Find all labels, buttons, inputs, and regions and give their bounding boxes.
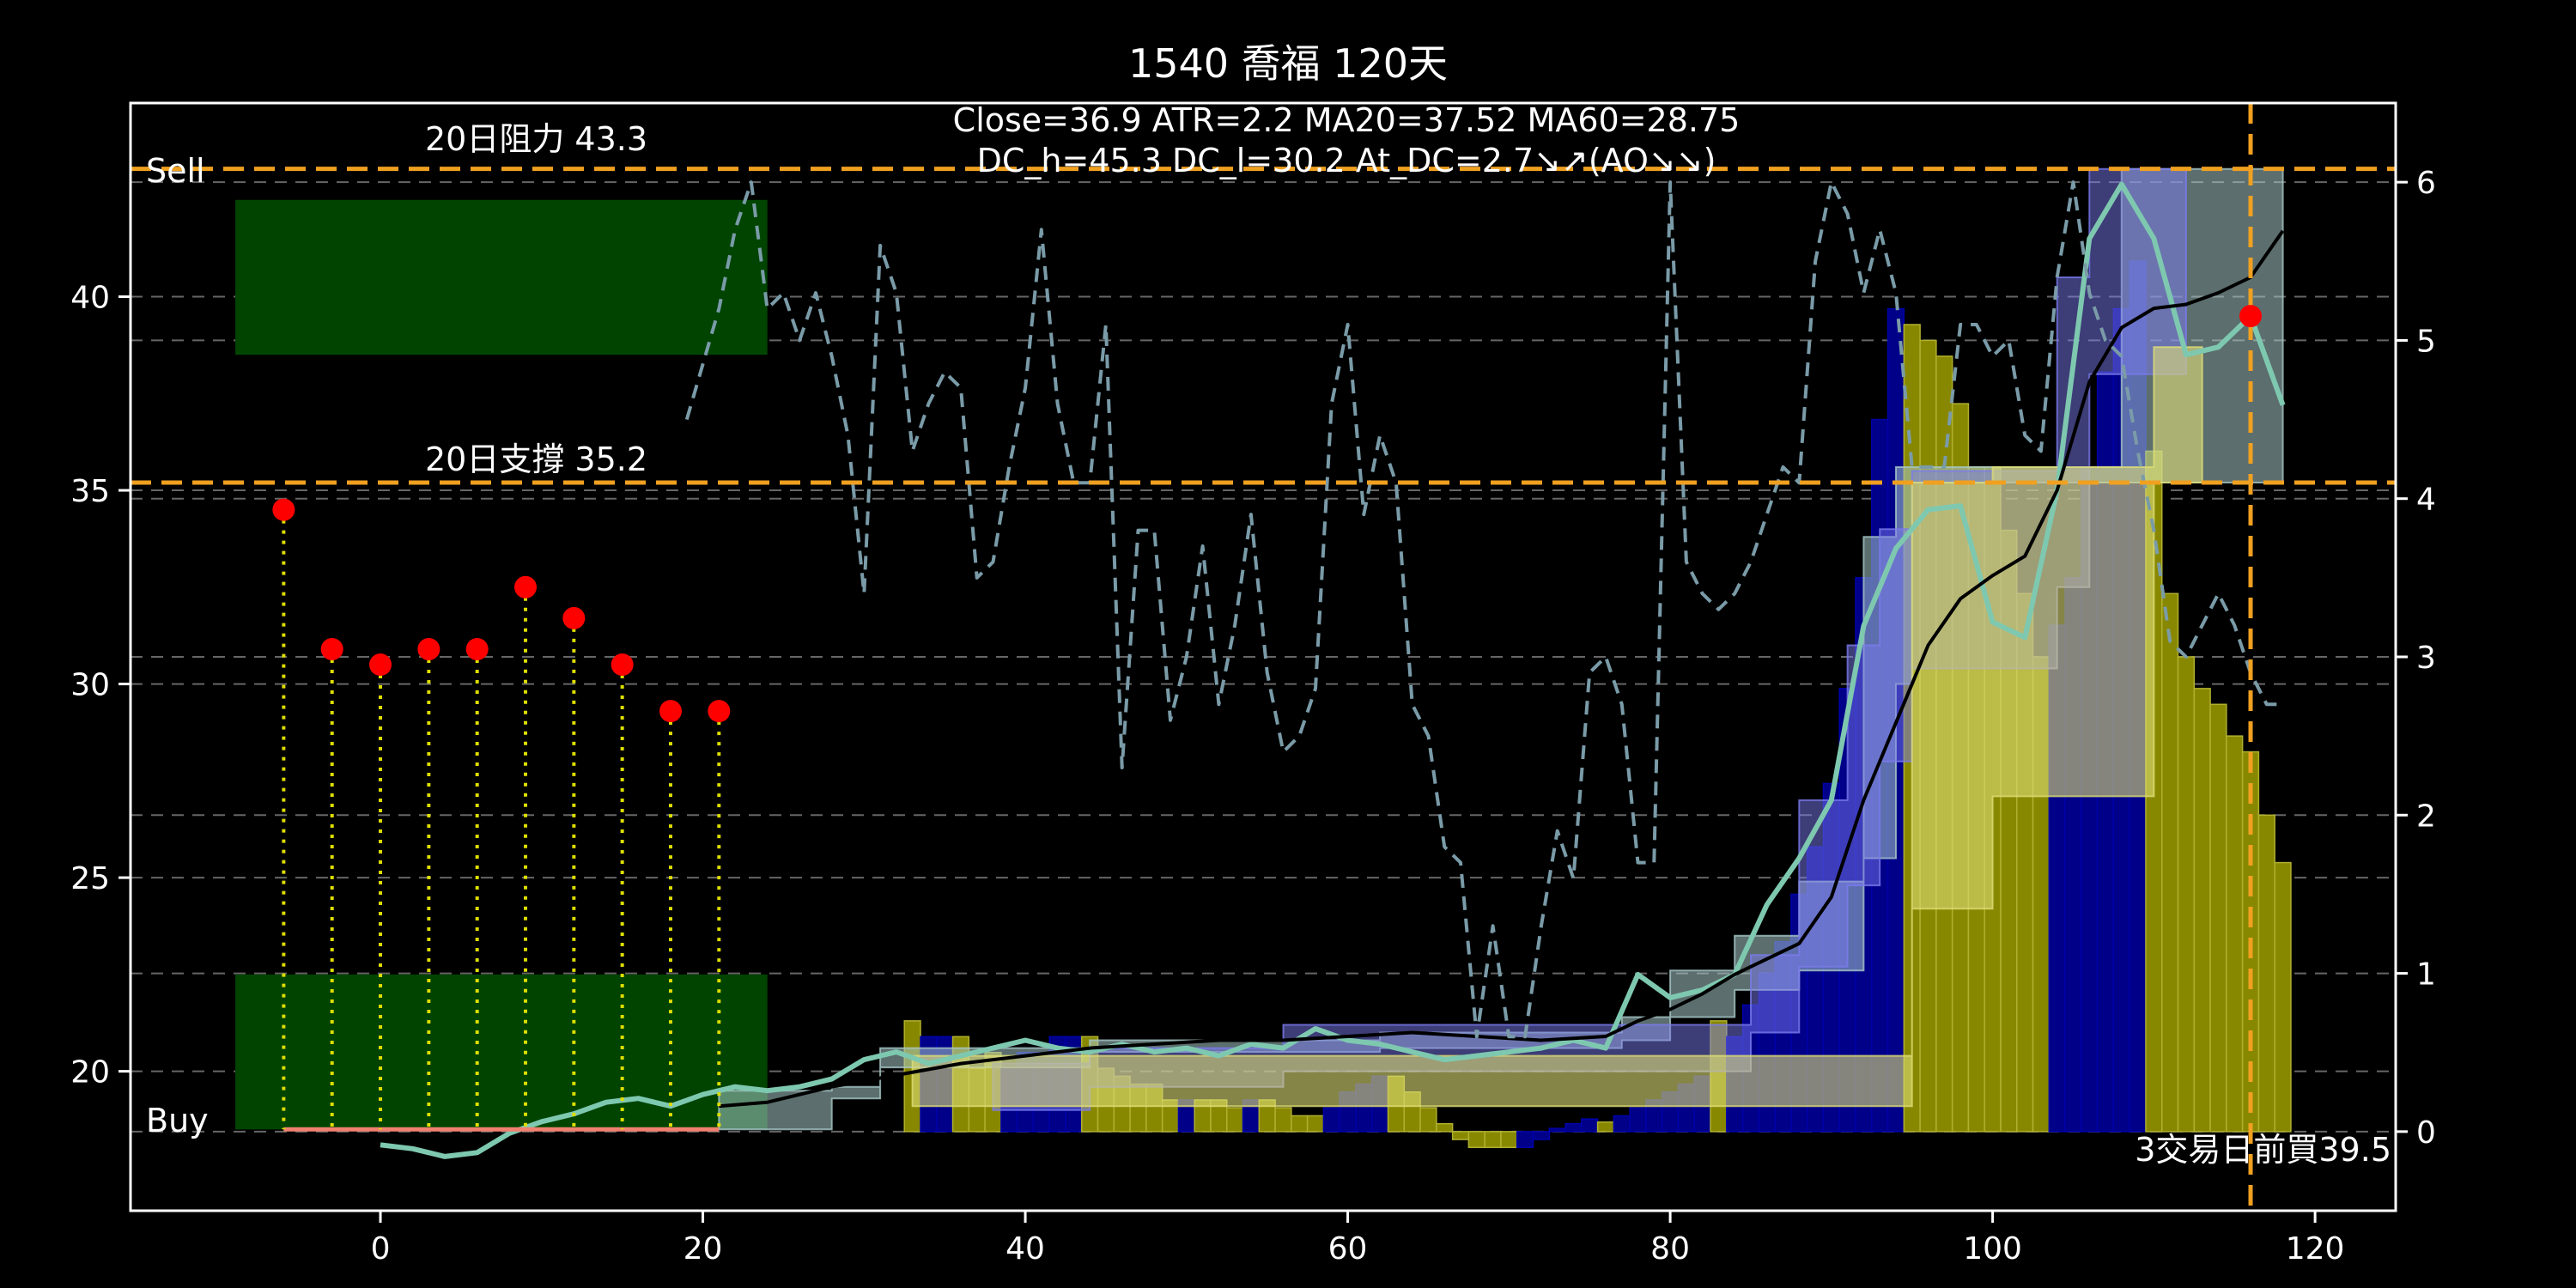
hist-bar — [1516, 1131, 1534, 1149]
hist-bar — [2209, 703, 2227, 1133]
support-label: 20日支撐 35.2 — [425, 440, 647, 478]
x-tick-label: 40 — [1005, 1231, 1045, 1267]
hist-bar — [1548, 1127, 1566, 1133]
series — [380, 180, 2286, 1159]
red-point — [417, 637, 440, 660]
resistance-label: 20日阻力 43.3 — [425, 120, 647, 158]
y-right-tick-label: 6 — [2416, 166, 2436, 201]
hist-bar — [1500, 1131, 1518, 1149]
red-point — [369, 653, 392, 677]
red-point — [611, 653, 634, 677]
hist-bar — [1436, 1122, 1454, 1133]
hist-bar — [1419, 1107, 1437, 1133]
buy-note: 3交易日前買39.5 — [2135, 1131, 2391, 1169]
y-left-tick-label: 25 — [70, 861, 110, 896]
buy-zone — [235, 974, 768, 1130]
hist-bar — [1629, 1107, 1647, 1133]
y-left-tick-label: 30 — [70, 668, 110, 703]
levels — [131, 103, 2396, 1211]
hist-bar — [1306, 1115, 1325, 1133]
hist-bar — [1581, 1118, 1599, 1133]
x-tick-label: 60 — [1328, 1231, 1368, 1267]
red-point — [659, 700, 682, 723]
hist-bar — [1226, 1107, 1244, 1133]
x-tick-label: 20 — [683, 1231, 723, 1267]
hist-bar — [2193, 688, 2211, 1133]
y-right-tick-label: 2 — [2416, 799, 2436, 834]
hist-bar — [1564, 1122, 1583, 1133]
y-left-tick-label: 20 — [70, 1055, 110, 1091]
stats-line-1: Close=36.9 ATR=2.2 MA20=37.52 MA60=28.75 — [953, 101, 1741, 139]
y-left-tick-label: 35 — [70, 474, 110, 509]
red-point — [465, 637, 489, 660]
hist-bar — [1596, 1121, 1615, 1133]
markers — [272, 305, 2263, 1132]
red-point — [320, 637, 343, 660]
hist-bar — [1291, 1115, 1309, 1133]
y-right-tick-label: 4 — [2416, 483, 2436, 518]
x-tick-label: 120 — [2286, 1231, 2345, 1267]
x-tick-label: 0 — [371, 1231, 391, 1267]
x-tick-label: 80 — [1650, 1231, 1690, 1267]
stats-line-2: DC_h=45.3 DC_l=30.2 At_DC=2.7↘↗(AO↘↘) — [977, 142, 1716, 179]
red-point — [272, 498, 295, 521]
buy-zone-label: Buy — [146, 1102, 209, 1139]
red-point — [562, 606, 586, 629]
y-right-tick-label: 1 — [2416, 957, 2436, 993]
axes: 0 20 40 60 80 100 120 20 25 30 35 40 0 1 2 3 4 5 6 — [70, 166, 2436, 1267]
hist-bar — [1274, 1107, 1292, 1133]
hist-bar — [2226, 735, 2244, 1133]
hist-bar — [1451, 1131, 1470, 1140]
red-point — [708, 700, 731, 723]
buy-point — [2239, 305, 2263, 328]
y-left-tick-label: 40 — [70, 281, 110, 316]
hist-bar — [1532, 1131, 1551, 1140]
sell-zone — [235, 199, 768, 355]
series-atr — [684, 180, 2283, 1039]
hist-bar — [1484, 1131, 1502, 1149]
y-right-tick-label: 0 — [2416, 1115, 2436, 1151]
series-close — [380, 181, 2286, 1159]
y-right-tick-label: 5 — [2416, 324, 2436, 359]
chart-title: 1540 喬福 120天 — [1128, 40, 1448, 87]
y-right-tick-label: 3 — [2416, 641, 2436, 676]
x-tick-label: 100 — [1963, 1231, 2022, 1267]
red-point — [514, 575, 538, 598]
hist-bar — [2257, 814, 2275, 1133]
hist-bar — [2161, 592, 2179, 1133]
hist-bar — [1467, 1131, 1485, 1149]
series-ma — [719, 229, 2285, 1109]
hist-bar — [1322, 1107, 1340, 1133]
sell-zone-label: Sell — [146, 152, 205, 190]
hist-bar — [1613, 1115, 1631, 1133]
hist-bar — [2274, 861, 2292, 1133]
hist-bar — [2177, 656, 2196, 1133]
